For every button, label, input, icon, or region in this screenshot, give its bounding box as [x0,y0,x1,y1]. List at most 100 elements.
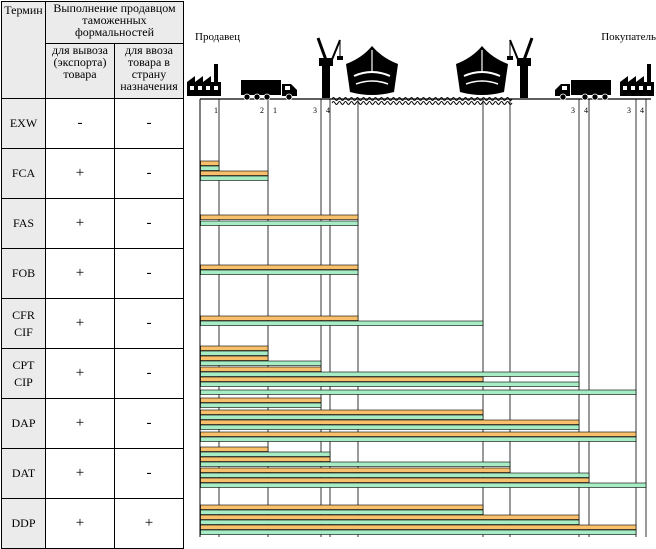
crane-icon [316,37,343,98]
term-cell: FCA [1,148,46,199]
stage-marker-label: 3 [627,106,631,115]
stage-bar [200,264,359,270]
term-label: DAP [11,416,36,430]
stage-marker-label: 1 [273,106,277,115]
stage-bar [200,414,484,420]
stage-bar [200,504,484,510]
export-cell: + [45,248,115,299]
header-export: для вывоза (экспорта) товара [45,43,115,99]
stage-bar [200,509,484,515]
truck-icon [241,80,297,101]
stage-bar [200,482,647,488]
export-cell: + [45,498,115,549]
stage-marker-label: 4 [326,106,330,115]
term-label: EXW [9,116,38,130]
term-cell: DAT [1,448,46,499]
crane-icon [507,37,534,98]
stage-bar [200,451,331,457]
table-row: EXW - - [1,98,184,149]
stage-bar [200,456,331,462]
import-cell: + [114,498,184,549]
term-cell: DAP [1,398,46,449]
term-cell: FAS [1,198,46,249]
stage-bar [200,175,269,181]
stage-marker-label: 3 [571,106,575,115]
table-row: FOB + - [1,248,184,299]
export-cell: + [45,198,115,249]
stage-bar [200,214,359,220]
term-label: CPT [12,357,35,372]
seller-label: Продавец [195,31,240,43]
term-label: FAS [12,216,35,230]
stage-bar [200,519,580,525]
import-cell: - [114,448,184,499]
stage-bar [200,381,580,387]
export-cell: - [45,98,115,149]
import-cell: - [114,198,184,249]
header-term: Термин [1,1,46,99]
header-import: для ввоза товара в страну назначения [114,43,184,99]
stage-bar [200,165,220,171]
stage-marker-label: 2 [260,106,264,115]
import-cell: - [114,348,184,399]
stage-marker-label: 3 [313,106,317,115]
stage-bar [200,402,322,408]
term-label: CIF [14,324,33,339]
stage-bar [200,269,359,275]
stage-bar [200,345,269,351]
stage-bar [200,467,511,473]
table-row: DDP + + [1,498,184,549]
stage-bar [200,419,580,425]
table-row: FCA + - [1,148,184,199]
stage-bar [200,220,359,226]
stage-bar [200,514,580,520]
table-row: DAT + - [1,448,184,499]
table-row: FAS + - [1,198,184,249]
term-label: CFR [12,307,35,322]
stage-bar [200,472,590,478]
term-label: DAT [11,466,36,480]
term-cell: FOB [1,248,46,299]
stage-bar [200,431,637,437]
stage-bar [200,376,484,382]
stage-bar [200,389,637,395]
stage-bar [200,529,637,535]
stage-bar [200,366,322,372]
stage-bar [200,320,484,326]
water-wave [331,101,513,105]
import-cell: - [114,298,184,349]
table-row: CPT CIP + - [1,348,184,399]
stage-marker-label: 4 [584,106,588,115]
term-cell: EXW [1,98,46,149]
term-label: FCA [11,166,36,180]
stage-marker-label: 4 [640,106,644,115]
stage-bar [200,170,269,176]
factory-icon [620,64,654,96]
export-cell: + [45,448,115,499]
water-wave [331,97,513,101]
stage-bar [200,424,580,430]
stage-bar [200,436,637,442]
stage-bar [200,409,484,415]
term-label: CIP [14,374,33,389]
stage-bar [200,315,359,321]
incoterms-table: Термин Выполнение продавцом таможенных ф… [1,1,184,549]
import-cell: - [114,98,184,149]
ship-icon [346,46,398,95]
term-label: FOB [11,266,36,280]
term-cell: CFR CIF [1,298,46,349]
truck-icon [555,80,611,101]
export-cell: + [45,148,115,199]
stage-bar [200,355,269,361]
term-cell: CPT CIP [1,348,46,399]
stage-bar [200,397,322,403]
import-cell: - [114,148,184,199]
stage-bar [200,524,637,530]
term-cell: DDP [1,498,46,549]
ship-icon [456,46,508,95]
buyer-label: Покупатель [601,31,656,43]
stage-bar [200,477,590,483]
term-label: DDP [11,516,36,530]
stage-bar [200,446,269,452]
